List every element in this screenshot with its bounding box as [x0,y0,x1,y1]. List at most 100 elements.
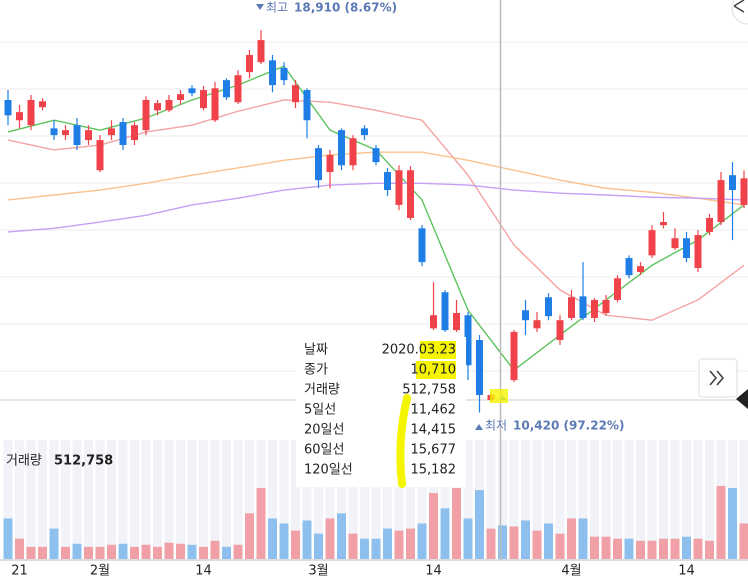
volume-column [72,440,82,559]
chevron-icon [709,370,725,386]
tooltip-value: 14,415 [411,423,457,438]
candle-body [694,235,702,268]
volume-bar [176,543,185,559]
volume-bar [578,518,588,559]
volume-bar [49,528,59,559]
tooltip-label: 날짜 [304,343,328,358]
candle-body [177,94,184,100]
volume-column [509,440,519,559]
candle-body [637,266,644,273]
volume-column [371,440,381,559]
volume-bar [636,540,645,559]
volume-column [498,440,507,559]
moving-average-line [7,99,745,321]
volume-column [176,440,185,559]
volume-column [49,440,59,559]
corner-button[interactable] [731,0,748,25]
volume-bar [624,538,634,559]
volume-column [268,440,277,559]
candle-body [85,130,92,141]
volume-column [567,440,576,559]
candle-body [602,299,610,313]
moving-average-line [7,182,745,233]
up-triangle [475,424,483,430]
volume-bar [325,518,335,559]
volume-column [613,440,622,559]
x-tick-label: 2월 [90,564,110,579]
volume-column [590,440,599,559]
tooltip-value: 10,710 [411,363,457,378]
candle-body [326,154,334,173]
low-label: 최저 [485,419,507,433]
volume-value: 512,758 [54,454,113,469]
candle-body [441,292,449,331]
candle-body [568,297,575,318]
x-axis-labels: 21 2월 14 3월 14 4월 14 [11,564,695,579]
volume-bar [406,528,415,559]
volume-column [118,440,128,559]
volume-bar [728,488,737,559]
tooltip-label: 20일선 [304,423,344,438]
volume-column [222,440,231,559]
candle-body [430,315,437,329]
volume-bar [61,546,70,559]
candles [4,30,748,413]
volume-caption: 거래량 512,758 [6,454,113,469]
candle-body [683,238,690,259]
volume-column [187,440,197,559]
highlight [416,361,456,379]
volume-column [15,440,24,559]
volume-bar [705,540,714,559]
candle-body [73,125,81,146]
candle-body [453,312,460,331]
volume-column [406,440,415,559]
high-label: 최고 [266,1,288,15]
candle-body [315,148,322,181]
volume-column [682,440,691,559]
candle-body [303,90,311,121]
volume-column [314,440,323,559]
x-tick-label: 14 [425,564,442,579]
volume-column [705,440,714,559]
volume-bar [440,508,450,559]
volume-column [348,440,358,559]
highlight [490,389,508,403]
x-tick-label: 14 [195,564,212,579]
volume-bar [302,520,312,559]
candle-body [154,103,161,111]
candle-body [510,331,518,381]
candle-body [280,68,288,81]
next-button[interactable] [698,358,738,398]
volume-bar [348,533,358,559]
volume-bar [337,513,346,559]
volume-column [647,440,657,559]
next-button-box[interactable] [698,358,738,398]
candle-body [338,130,345,166]
volume-column [555,440,565,559]
volume-column [739,440,748,559]
candle-body [729,175,736,191]
candle-body [533,320,541,329]
volume-bar [532,530,542,559]
volume-column [578,440,588,559]
candle-body [579,296,587,318]
volume-bar [371,538,381,559]
volume-background [3,440,748,559]
candle-body [384,172,391,191]
volume-bar [521,520,530,559]
volume-bar [3,518,13,559]
low-text: 10,420 (97.22%) [513,419,624,433]
volume-bar [153,546,162,559]
volume-column [670,440,680,559]
candle-body [292,85,299,103]
candle-body [108,128,115,136]
tooltip: 날짜 2020.03.23 종가 10,710 거래량 512,758 5일선 11,462 2… [296,337,508,488]
volume-bar [394,530,404,559]
volume-bar [199,546,208,559]
candle-body [418,228,426,263]
volume-bar [429,493,438,559]
candle-body [211,88,219,121]
highlight [420,341,456,359]
tooltip-value: 2020.03.23 [382,343,456,358]
candle-body [50,128,58,136]
